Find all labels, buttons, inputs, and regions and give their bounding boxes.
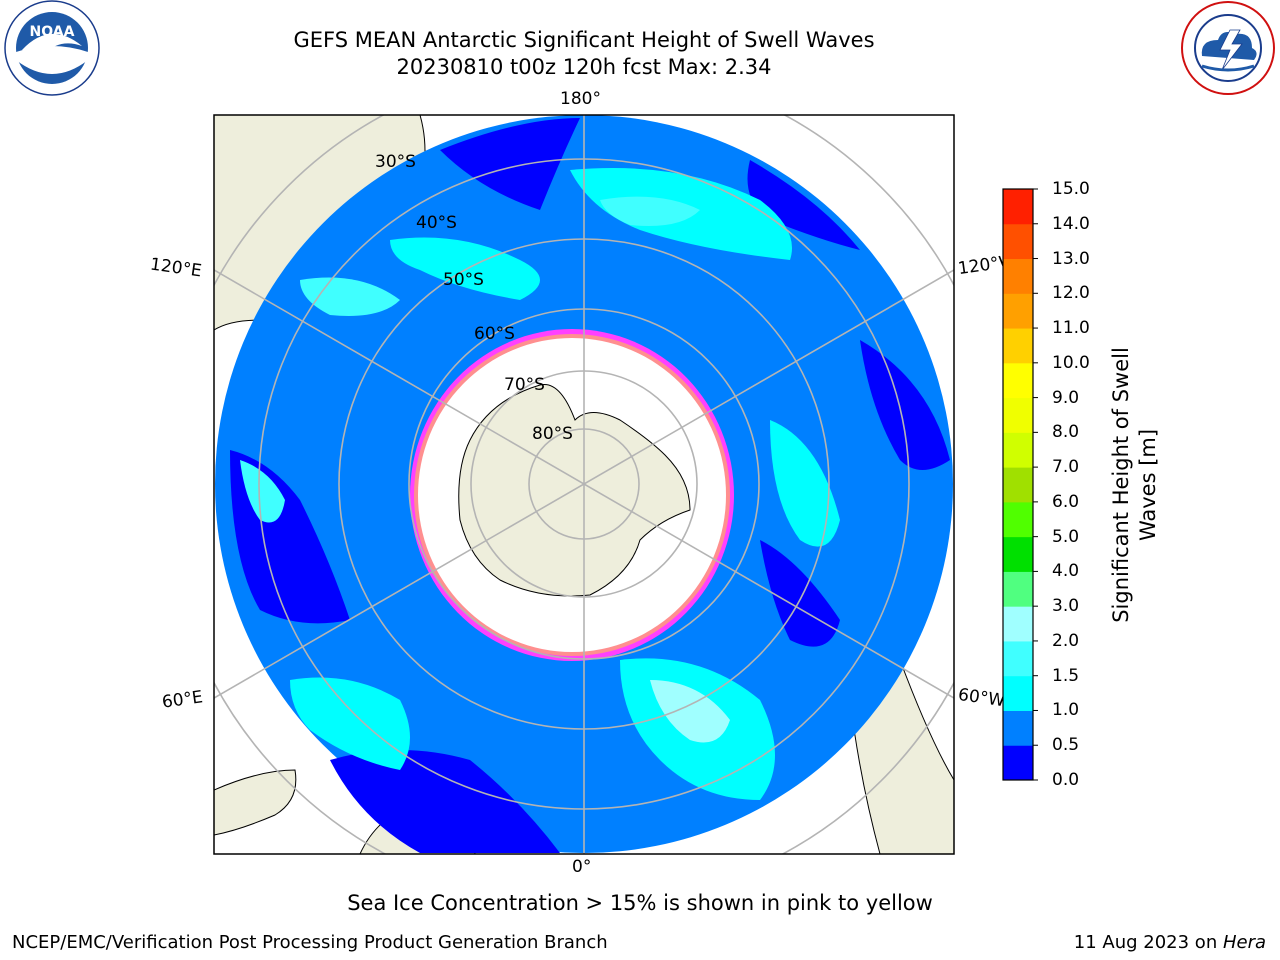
lat-label-60s: 60°S xyxy=(474,324,515,344)
land-africa xyxy=(214,769,297,836)
colorbar-tick-label: 0.0 xyxy=(1052,770,1080,790)
footer-date-text: 11 Aug 2023 on xyxy=(1073,932,1223,953)
colorbar-swatch xyxy=(1003,571,1033,607)
chart-title: GEFS MEAN Antarctic Significant Height o… xyxy=(293,28,875,52)
colorbar-title: Significant Height of Swell Waves [m] xyxy=(1109,347,1160,623)
colorbar-tick-label: 11.0 xyxy=(1052,318,1090,339)
footer-host: Hera xyxy=(1222,932,1266,953)
colorbar-swatch xyxy=(1003,675,1033,711)
colorbar-tick-label: 10.0 xyxy=(1052,352,1090,373)
colorbar-title-line1: Significant Height of Swell xyxy=(1109,347,1133,623)
colorbar-tick-label: 0.5 xyxy=(1052,735,1080,756)
colorbar-swatch xyxy=(1003,501,1033,538)
colorbar-tick-label: 12.0 xyxy=(1052,283,1090,304)
lon-label-0: 0° xyxy=(572,857,592,877)
nws-logo xyxy=(1181,1,1275,95)
colorbar-swatch xyxy=(1003,432,1033,468)
colorbar-swatch xyxy=(1003,362,1033,399)
colorbar-swatch xyxy=(1003,189,1033,225)
colorbar-tick-label: 5.0 xyxy=(1052,526,1080,547)
colorbar-swatch xyxy=(1003,258,1033,294)
colorbar-tick-label: 9.0 xyxy=(1052,387,1080,408)
colorbar-swatch xyxy=(1003,745,1033,781)
lat-label-30s: 30°S xyxy=(375,152,416,172)
colorbar-swatch xyxy=(1003,640,1033,677)
lat-label-40s: 40°S xyxy=(416,213,457,233)
footer-date: 11 Aug 2023 on Hera xyxy=(1074,932,1266,953)
map-frame xyxy=(213,114,955,855)
colorbar-swatch xyxy=(1003,536,1033,572)
colorbar-tick-label: 13.0 xyxy=(1052,248,1090,269)
colorbar-tick-label: 4.0 xyxy=(1052,561,1080,582)
colorbar-tick-label: 15.0 xyxy=(1052,179,1090,199)
colorbar-tick-label: 7.0 xyxy=(1052,457,1080,478)
colorbar-tick-label: 3.0 xyxy=(1052,596,1080,617)
sea-ice-note: Sea Ice Concentration > 15% is shown in … xyxy=(347,891,933,915)
colorbar-swatch xyxy=(1003,467,1033,503)
colorbar-title-line2: Waves [m] xyxy=(1136,429,1160,541)
footer-credit: NCEP/EMC/Verification Post Processing Pr… xyxy=(12,932,608,953)
lat-label-80s: 80°S xyxy=(532,424,573,444)
chart-subtitle: 20230810 t00z 120h fcst Max: 2.34 xyxy=(396,55,772,79)
colorbar-swatch xyxy=(1003,293,1033,329)
colorbar-swatch xyxy=(1003,710,1033,746)
colorbar-swatch xyxy=(1003,223,1033,260)
colorbar-swatch xyxy=(1003,328,1033,364)
colorbar-swatch xyxy=(1003,606,1033,642)
colorbar-tick-label: 14.0 xyxy=(1052,213,1090,234)
noaa-logo: NOAA xyxy=(4,0,100,96)
colorbar-tick-label: 2.0 xyxy=(1052,630,1080,651)
colorbar-tick-label: 6.0 xyxy=(1052,491,1080,512)
noaa-logo-text: NOAA xyxy=(30,24,75,40)
colorbar-tick-label: 1.0 xyxy=(1052,700,1080,721)
colorbar-tick-label: 8.0 xyxy=(1052,422,1080,443)
colorbar-tick-label: 1.5 xyxy=(1052,665,1080,686)
colorbar-swatch xyxy=(1003,397,1033,433)
lat-label-70s: 70°S xyxy=(504,375,545,395)
lat-label-50s: 50°S xyxy=(443,270,484,290)
lon-label-180: 180° xyxy=(560,89,601,109)
